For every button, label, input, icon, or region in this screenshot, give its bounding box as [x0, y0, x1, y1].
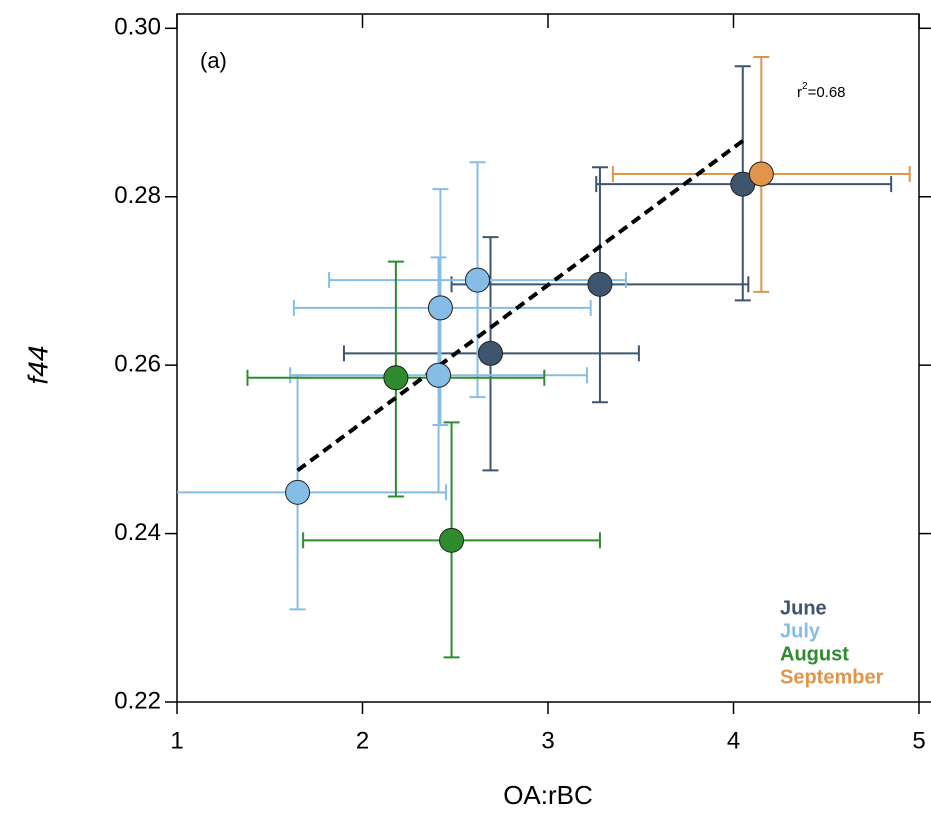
legend-entry: June — [780, 597, 827, 619]
r2-base: r — [797, 84, 802, 101]
y-tick-label: 0.22 — [114, 687, 161, 714]
r2-annotation: r2=0.68 — [797, 81, 846, 101]
x-tick-label: 5 — [912, 727, 925, 754]
y-axis-label: f44 — [22, 346, 53, 385]
legend-entry: August — [780, 643, 849, 665]
y-tick-label: 0.28 — [114, 182, 161, 209]
y-tick-label: 0.26 — [114, 351, 161, 378]
point — [587, 271, 613, 297]
y-tick-label: 0.30 — [114, 14, 161, 41]
point — [427, 295, 453, 321]
x-tick-label: 1 — [170, 727, 183, 754]
y-tick-label: 0.24 — [114, 519, 161, 546]
point — [477, 340, 503, 366]
r2-rest: =0.68 — [808, 84, 846, 101]
point — [439, 527, 465, 553]
legend-entry: July — [780, 620, 821, 642]
point — [285, 479, 311, 505]
x-tick-label: 3 — [541, 727, 554, 754]
point — [465, 267, 491, 293]
x-tick-label: 2 — [356, 727, 369, 754]
fit-line — [296, 137, 746, 473]
legend-entry: September — [780, 666, 884, 688]
panel-label: (a) — [200, 48, 227, 73]
x-axis-label: OA:rBC — [503, 780, 593, 810]
point — [748, 161, 774, 187]
x-tick-label: 4 — [727, 727, 740, 754]
r2-sup: 2 — [802, 81, 808, 92]
plot-area — [177, 55, 911, 659]
point — [426, 362, 452, 388]
point — [383, 365, 409, 391]
